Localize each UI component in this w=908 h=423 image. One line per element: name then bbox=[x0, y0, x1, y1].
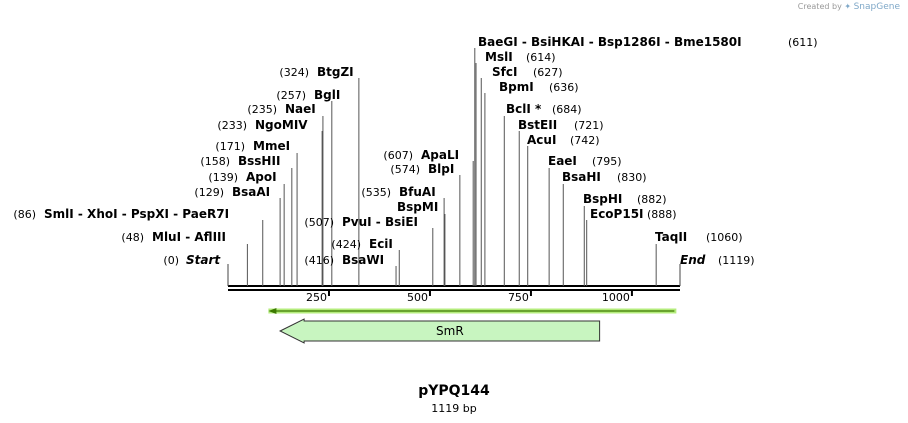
axis-tick-label: 1000 bbox=[602, 291, 630, 304]
site-label: BsaHI bbox=[562, 170, 601, 184]
site-position: (721) bbox=[574, 119, 604, 132]
site-position: (636) bbox=[549, 81, 579, 94]
site-position: (614) bbox=[526, 51, 556, 64]
site-label: BspHI bbox=[583, 192, 622, 206]
site-label: BssHII bbox=[238, 154, 280, 168]
site-position: (684) bbox=[552, 103, 582, 116]
site-label: ApoI bbox=[246, 170, 277, 184]
site-position: (742) bbox=[570, 134, 600, 147]
site-position: (129) bbox=[194, 186, 224, 199]
plasmid-length: 1119 bp bbox=[431, 402, 477, 415]
site-label: BtgZI bbox=[317, 65, 354, 79]
site-position: (424) bbox=[331, 238, 361, 251]
site-label: AcuI bbox=[527, 133, 556, 147]
site-position: (257) bbox=[276, 89, 306, 102]
site-label: BglI bbox=[314, 88, 340, 102]
site-position: (324) bbox=[279, 66, 309, 79]
site-label: EciI bbox=[369, 237, 393, 251]
site-position: (888) bbox=[647, 208, 677, 221]
smr-feature-arrow bbox=[278, 318, 601, 344]
site-label: EaeI bbox=[548, 154, 577, 168]
plasmid-name: pYPQ144 bbox=[418, 383, 490, 399]
end-label: End bbox=[680, 253, 706, 267]
site-label: ApaLI bbox=[421, 148, 459, 162]
site-label: BstEII bbox=[518, 118, 557, 132]
credit-brand: SnapGene bbox=[853, 2, 900, 12]
end-position: (1119) bbox=[718, 254, 755, 267]
credit-prefix: Created by bbox=[797, 2, 842, 11]
site-position: (627) bbox=[533, 66, 563, 79]
site-position: (574) bbox=[390, 163, 420, 176]
site-label: BspMI bbox=[397, 200, 438, 214]
site-label: BsaAI bbox=[232, 185, 270, 199]
site-position: (416) bbox=[304, 254, 334, 267]
site-label: BaeGI - BsiHKAI - Bsp1286I - Bme1580I bbox=[478, 35, 742, 49]
site-position: (507) bbox=[304, 216, 334, 229]
site-position: (235) bbox=[247, 103, 277, 116]
site-label: MluI - AflIII bbox=[152, 230, 226, 244]
site-label: BclI * bbox=[506, 102, 542, 116]
site-label: TaqII bbox=[655, 230, 687, 244]
site-position: (1060) bbox=[706, 231, 743, 244]
site-position: (158) bbox=[200, 155, 230, 168]
site-position: (139) bbox=[208, 171, 238, 184]
axis-tick-label: 250 bbox=[306, 291, 327, 304]
site-label: SfcI bbox=[492, 65, 517, 79]
site-label: BpmI bbox=[499, 80, 534, 94]
site-label: BlpI bbox=[428, 162, 454, 176]
site-label: SmlI - XhoI - PspXI - PaeR7I bbox=[44, 207, 229, 221]
site-label: PvuI - BsiEI bbox=[342, 215, 418, 229]
site-position: (795) bbox=[592, 155, 622, 168]
site-position: (86) bbox=[13, 208, 36, 221]
site-position: (233) bbox=[217, 119, 247, 132]
primer-arrow-head bbox=[268, 308, 277, 314]
site-label: NgoMIV bbox=[255, 118, 308, 132]
site-position: (611) bbox=[788, 36, 818, 49]
site-label: EcoP15I bbox=[590, 207, 644, 221]
axis-tick-label: 750 bbox=[508, 291, 529, 304]
site-label: BfuAI bbox=[399, 185, 436, 199]
start-label: Start bbox=[186, 253, 221, 267]
site-label: MslI bbox=[485, 50, 513, 64]
smr-feature-label: SmR bbox=[436, 324, 464, 338]
site-label: BsaWI bbox=[342, 253, 384, 267]
axis-tick-label: 500 bbox=[407, 291, 428, 304]
site-label: MmeI bbox=[253, 139, 290, 153]
snapgene-logo-icon: ✦ bbox=[844, 2, 852, 11]
site-position: (48) bbox=[121, 231, 144, 244]
snapgene-credit: Created by ✦ SnapGene bbox=[798, 2, 900, 12]
site-position: (882) bbox=[637, 193, 667, 206]
site-position: (607) bbox=[383, 149, 413, 162]
site-position: (171) bbox=[215, 140, 245, 153]
site-position: (830) bbox=[617, 171, 647, 184]
start-position: (0) bbox=[163, 254, 179, 267]
site-position: (535) bbox=[361, 186, 391, 199]
site-label: NaeI bbox=[285, 102, 316, 116]
